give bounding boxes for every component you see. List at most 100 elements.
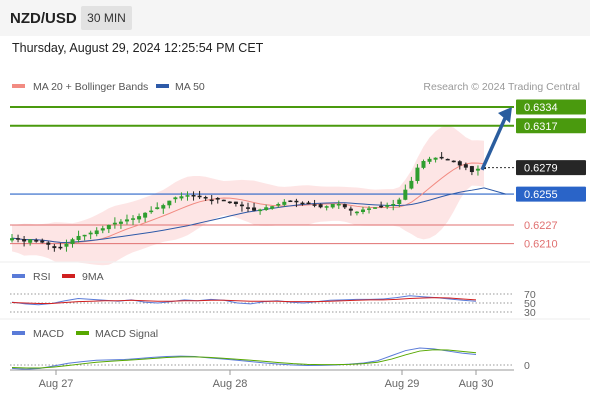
candle-body xyxy=(185,195,190,197)
price-label-last: 0.6279 xyxy=(524,163,558,175)
moving-averages xyxy=(11,162,507,244)
candle-body xyxy=(173,197,178,200)
macd-legend: MACD MACD Signal xyxy=(12,328,158,340)
projection-arrow-shaft xyxy=(480,115,508,171)
time-axis-label: Aug 28 xyxy=(213,378,248,390)
candle-body xyxy=(397,199,402,205)
candle-body xyxy=(221,199,226,202)
candle-body xyxy=(70,239,75,244)
macd-legend-label: MACD xyxy=(33,328,64,340)
candle-body xyxy=(155,207,160,210)
price-label-resistance: 0.6334 xyxy=(524,102,558,114)
candle-body xyxy=(246,207,250,209)
ma50-legend-label: MA 50 xyxy=(175,81,205,93)
rsi-tick-label: 70 xyxy=(524,289,536,301)
candle-body xyxy=(409,180,414,189)
time-axis-label: Aug 27 xyxy=(39,378,74,390)
ma20-legend-label: MA 20 + Bollinger Bands xyxy=(33,81,148,93)
candle-body xyxy=(415,167,420,182)
candle-body xyxy=(282,201,287,205)
rsi-legend-swatch xyxy=(12,274,25,278)
rsi-legend: RSI 9MA xyxy=(12,271,104,283)
macd-legend-swatch xyxy=(12,331,25,335)
candle-body xyxy=(197,195,202,198)
candle-body xyxy=(167,200,172,206)
price-label-box xyxy=(516,186,586,202)
candle-body xyxy=(288,200,293,203)
instrument-name: NZD/USD xyxy=(10,10,77,27)
candle-body xyxy=(276,204,281,206)
rsi-ma-legend-swatch xyxy=(62,274,75,278)
bollinger-bands xyxy=(12,125,484,266)
candle-body xyxy=(209,199,214,202)
candle-body xyxy=(100,228,105,231)
candle-body xyxy=(40,240,45,243)
projection-arrow-head xyxy=(498,107,512,124)
projection-arrow xyxy=(480,107,512,171)
time-axis-label: Aug 30 xyxy=(459,378,494,390)
candle-body xyxy=(258,209,263,212)
candle-body xyxy=(270,206,275,209)
candle-body xyxy=(233,201,238,204)
price-label-support: 0.6210 xyxy=(524,239,558,251)
candle-body xyxy=(354,211,359,214)
candle-body xyxy=(64,243,69,247)
candle-body xyxy=(82,234,87,237)
candle-body xyxy=(475,168,480,171)
candle-body xyxy=(373,207,378,209)
candle-body xyxy=(306,202,311,205)
candle-body xyxy=(143,212,148,218)
candle-body xyxy=(46,242,51,245)
candle-body xyxy=(215,197,220,200)
candle-body xyxy=(330,204,335,208)
candle-body xyxy=(94,230,99,235)
macd-signal-legend-swatch xyxy=(76,331,89,335)
rsi-tick-label: 50 xyxy=(524,298,536,310)
candle-body xyxy=(191,195,196,197)
candle-body xyxy=(161,205,166,209)
price-label-box xyxy=(516,99,586,115)
price-label-support: 0.6227 xyxy=(524,220,558,232)
rsi-tick-label: 30 xyxy=(524,307,536,319)
candle-body xyxy=(22,239,27,242)
candle-body xyxy=(179,196,184,199)
candle-body xyxy=(421,161,426,168)
candle-body xyxy=(294,200,299,203)
credit-text: Research © 2024 Trading Central xyxy=(423,81,580,93)
chart-datetime: Thursday, August 29, 2024 12:25:54 PM CE… xyxy=(12,41,264,55)
macd-line xyxy=(11,347,477,370)
candle-body xyxy=(58,246,63,249)
candle-body xyxy=(427,158,432,162)
price-label-pivot: 0.6255 xyxy=(524,189,558,201)
macd-signal-line xyxy=(11,349,477,369)
candle-body xyxy=(348,208,353,211)
time-axis: Aug 27 Aug 28 Aug 29 Aug 30 xyxy=(39,370,494,390)
ma20-legend-swatch xyxy=(12,84,25,88)
candle-body xyxy=(76,235,81,240)
macd-panel: 0 xyxy=(10,347,530,372)
candle-body xyxy=(112,222,117,225)
candle-body xyxy=(118,221,123,224)
candle-body xyxy=(457,161,462,166)
timeframe-button[interactable]: 30 MIN xyxy=(81,6,132,30)
candle-body xyxy=(149,210,154,213)
time-axis-label: Aug 29 xyxy=(385,378,420,390)
rsi-line xyxy=(11,295,477,306)
candle-body xyxy=(433,157,438,160)
candle-body xyxy=(469,166,474,173)
candle-body xyxy=(336,204,341,206)
price-label-box xyxy=(516,118,586,134)
candle-body xyxy=(252,207,257,211)
macd-signal-legend-label: MACD Signal xyxy=(95,328,158,340)
candle-body xyxy=(379,205,384,208)
ma50-legend-swatch xyxy=(156,84,169,88)
candle-body xyxy=(342,204,347,208)
candle-body xyxy=(88,232,93,235)
candle-body xyxy=(203,197,208,199)
price-levels xyxy=(10,106,514,245)
candle-body xyxy=(439,156,444,159)
candle-body xyxy=(463,164,468,168)
candle-body xyxy=(16,238,21,240)
rsi-legend-label: RSI xyxy=(33,271,51,283)
candle-body xyxy=(300,202,305,205)
